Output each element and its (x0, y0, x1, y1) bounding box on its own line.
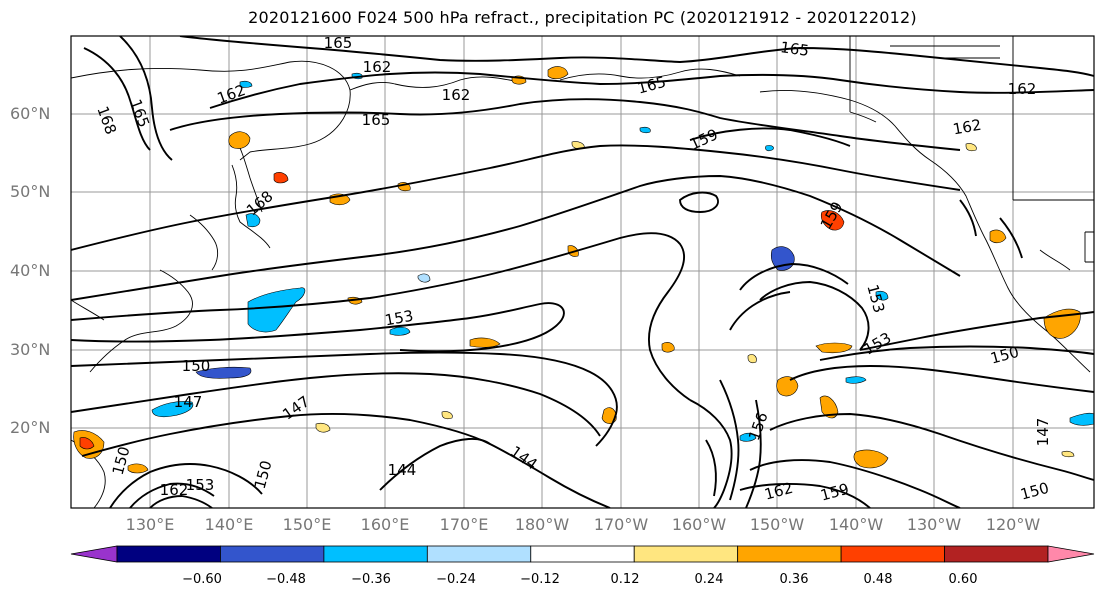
contour-label: 162 (763, 479, 795, 504)
contour-label: 153 (186, 476, 215, 494)
lon-label-140e: 140°E (204, 515, 254, 534)
contour-label: 168 (93, 104, 120, 137)
lat-label-60n: 60°N (10, 104, 51, 123)
colorbar-segment (633, 545, 739, 563)
colorbar-tick-label: −0.12 (520, 572, 560, 587)
contour-label: 162 (215, 81, 248, 108)
contour-label: 159 (687, 125, 721, 153)
colorbar-extend-high (1047, 545, 1095, 563)
colorbar-extend-low (70, 545, 118, 563)
contour-label: 147 (279, 392, 313, 423)
lon-label-150w: 150°W (749, 515, 805, 534)
contour-label: 165 (324, 34, 353, 52)
lon-label-160w: 160°W (671, 515, 727, 534)
contour-label: 159 (819, 480, 851, 505)
plot-frame (70, 35, 1095, 509)
colorbar-segment (323, 545, 428, 563)
lon-label-170e: 170°E (439, 515, 489, 534)
contour-label: 162 (951, 116, 982, 139)
contour-label: 150 (1019, 479, 1051, 504)
colorbar-segment (944, 545, 1049, 563)
colorbar-segment (116, 545, 221, 563)
contour-label: 156 (745, 410, 772, 443)
lon-label-180w: 180°W (514, 515, 570, 534)
lon-label-130w: 130°W (906, 515, 962, 534)
lon-label-130e: 130°E (125, 515, 175, 534)
lat-label-20n: 20°N (10, 418, 51, 437)
colorbar-segment (426, 545, 532, 563)
colorbar-segment (840, 545, 945, 563)
lon-label-160e: 160°E (360, 515, 410, 534)
colorbar-tick-label: 0.60 (948, 572, 978, 587)
lon-label-150e: 150°E (282, 515, 332, 534)
contour-label: 162 (442, 86, 471, 104)
refractivity-contours (71, 36, 1094, 508)
contour-label: 162 (1008, 80, 1037, 98)
colorbar-segment (220, 545, 325, 563)
lon-label-170w: 170°W (593, 515, 649, 534)
contour-label: 165 (126, 97, 153, 130)
contour-label: 165 (779, 38, 810, 60)
colorbar-tick-label: 0.24 (694, 572, 724, 587)
contour-label: 150 (109, 445, 134, 477)
contour-label: 153 (383, 307, 414, 330)
contour-label: 153 (861, 329, 895, 359)
contour-label: 150 (182, 357, 211, 375)
contour-label: 165 (362, 111, 391, 129)
lat-label-40n: 40°N (10, 261, 51, 280)
lat-label-50n: 50°N (10, 182, 51, 201)
coastlines (71, 36, 1094, 508)
colorbar-tick-label: 0.48 (863, 572, 893, 587)
contour-label: 162 (160, 481, 189, 499)
colorbar-tick-label: −0.36 (351, 572, 391, 587)
colorbar-tick-label: 0.36 (779, 572, 809, 587)
lat-label-30n: 30°N (10, 340, 51, 359)
contour-label: 162 (363, 58, 392, 76)
lon-label-120w: 120°W (985, 515, 1041, 534)
colorbar-tick-label: −0.60 (182, 572, 222, 587)
colorbar-segment (737, 545, 842, 563)
contour-label: 159 (817, 199, 847, 233)
colorbar-segment (530, 545, 635, 563)
colorbar-tick-label: −0.24 (436, 572, 476, 587)
contour-label: 165 (636, 73, 668, 98)
colorbar-tick-label: 0.12 (610, 572, 640, 587)
contour-label: 147 (1034, 418, 1052, 447)
map-grid (71, 36, 1094, 508)
contour-label: 150 (251, 459, 276, 491)
contour-label: 147 (174, 393, 203, 411)
colorbar (70, 545, 1095, 563)
lon-label-140w: 140°W (828, 515, 884, 534)
map-title: 2020121600 F024 500 hPa refract., precip… (248, 8, 917, 27)
precip-negative (151, 72, 1094, 442)
contour-label: 153 (863, 283, 888, 315)
contour-labels: 165 162 162 165 165 168 165 162 162 168 … (93, 34, 1052, 505)
contour-label: 144 (388, 461, 417, 479)
colorbar-tick-label: −0.48 (266, 572, 306, 587)
